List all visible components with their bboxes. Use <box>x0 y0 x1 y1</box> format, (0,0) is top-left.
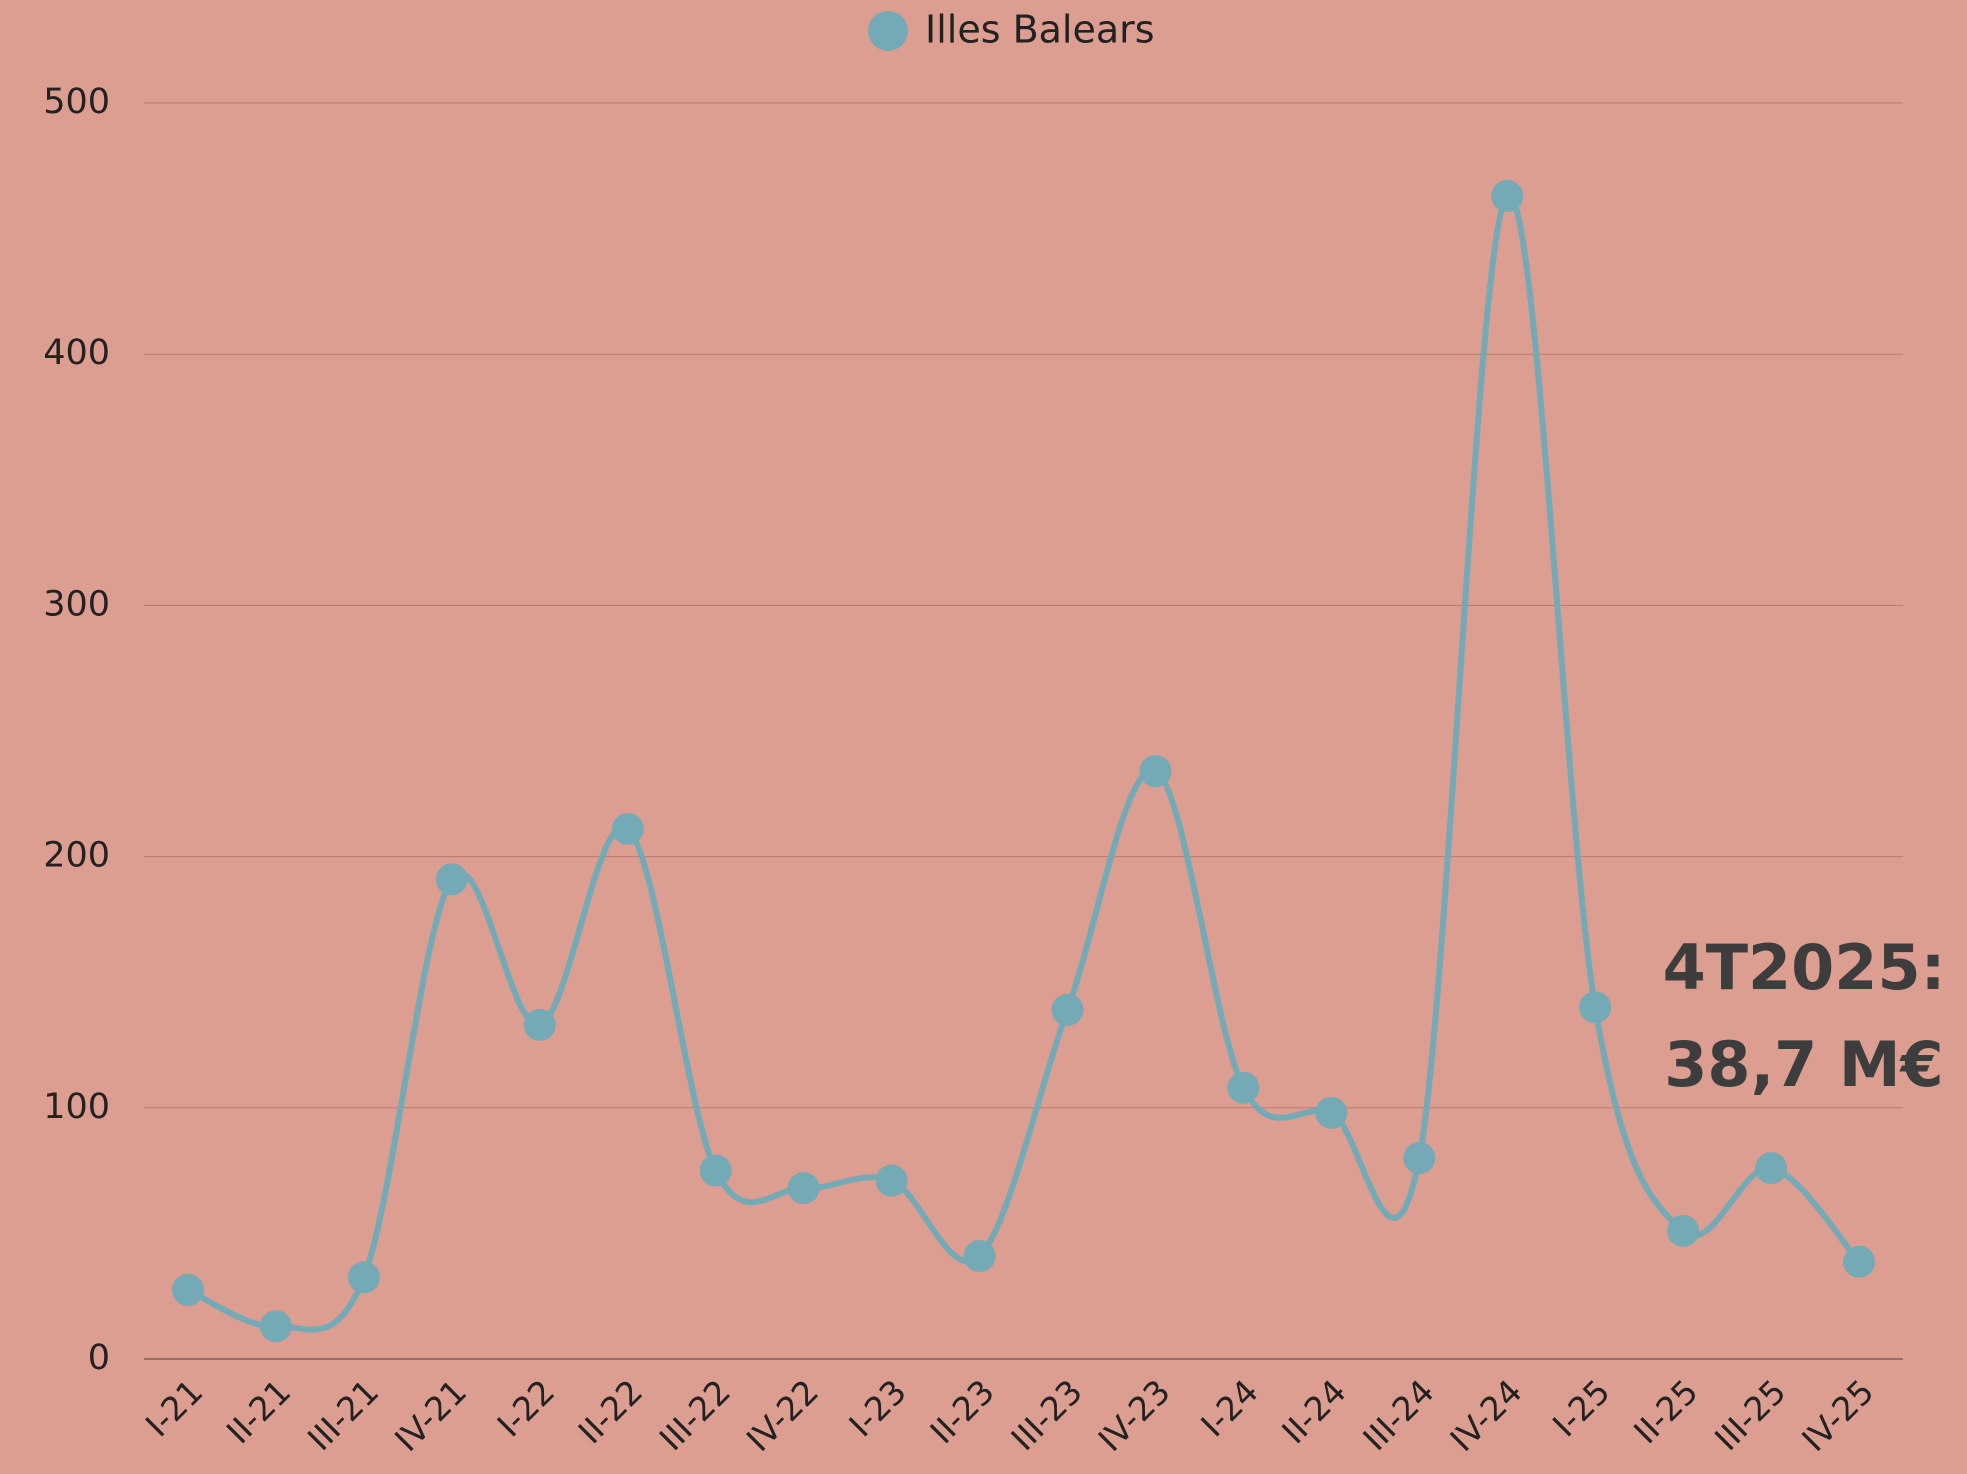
data-point <box>1139 755 1172 788</box>
data-point <box>1667 1214 1700 1247</box>
data-point <box>611 812 644 845</box>
data-point <box>171 1273 204 1306</box>
data-point <box>875 1164 908 1197</box>
y-tick-label: 300 <box>43 584 110 624</box>
data-point <box>1755 1152 1788 1185</box>
annotation: 4T2025: <box>1663 931 1946 1004</box>
data-point <box>259 1310 292 1343</box>
y-tick-label: 500 <box>43 82 110 122</box>
data-point <box>1051 993 1084 1026</box>
data-point <box>963 1240 996 1273</box>
legend-label: Illes Balears <box>925 8 1155 52</box>
data-point <box>1403 1142 1436 1175</box>
data-point <box>699 1154 732 1187</box>
annotation: 38,7 M€ <box>1664 1028 1943 1101</box>
data-point <box>523 1008 556 1041</box>
data-point <box>1843 1245 1876 1278</box>
y-tick-label: 100 <box>43 1087 110 1127</box>
data-point <box>1491 179 1524 212</box>
data-point <box>787 1172 820 1205</box>
y-tick-label: 200 <box>43 836 110 876</box>
data-point <box>1227 1071 1260 1104</box>
data-point <box>435 863 468 896</box>
legend-marker <box>868 11 908 51</box>
series-line <box>186 192 1862 1333</box>
data-point <box>347 1261 380 1294</box>
y-tick-label: 400 <box>43 333 110 373</box>
data-point <box>1579 991 1612 1024</box>
y-tick-label: 0 <box>88 1338 110 1378</box>
data-point <box>1315 1096 1348 1129</box>
